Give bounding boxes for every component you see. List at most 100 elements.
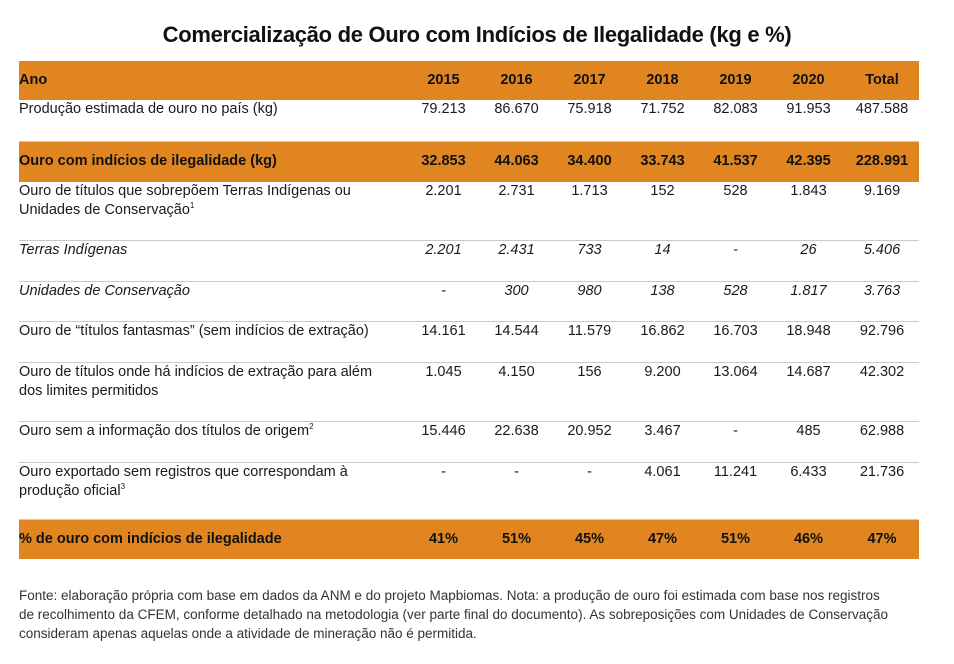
- row-label-line2: produção oficial: [19, 482, 121, 499]
- table-cell: -: [407, 281, 480, 322]
- table-cell: 15.446: [407, 421, 480, 463]
- table-cell: 51%: [699, 519, 772, 559]
- table-cell: 14.161: [407, 321, 480, 363]
- table-cell: 41%: [407, 519, 480, 559]
- table-cell: 4.150: [480, 362, 553, 422]
- header-cell-2016: 2016: [480, 61, 553, 100]
- table-cell: 42.395: [772, 141, 845, 182]
- table-row: Ouro sem a informação dos títulos de ori…: [19, 421, 919, 463]
- table-cell: 34.400: [553, 141, 626, 182]
- row-label: Terras Indígenas: [19, 240, 407, 282]
- row-label: Ouro de “títulos fantasmas” (sem indício…: [19, 321, 407, 363]
- row-label: Ouro de títulos onde há indícios de extr…: [19, 362, 407, 422]
- footnote-marker: 2: [309, 421, 314, 431]
- table-cell: -: [699, 240, 772, 282]
- table-row-sub: Terras Indígenas 2.201 2.431 733 14 - 26…: [19, 240, 919, 282]
- table-cell: -: [480, 462, 553, 520]
- table-cell: 980: [553, 281, 626, 322]
- table-cell: 11.241: [699, 462, 772, 520]
- footnote-marker: 1: [189, 201, 195, 211]
- row-label: Ouro de títulos que sobrepõem Terras Ind…: [19, 182, 407, 241]
- table-cell: 18.948: [772, 321, 845, 363]
- table-cell: 2.731: [480, 182, 553, 241]
- header-cell-2020: 2020: [772, 61, 845, 100]
- table-row: Ouro de “títulos fantasmas” (sem indício…: [19, 321, 919, 363]
- table-cell: 5.406: [845, 240, 919, 282]
- footnote-marker: 3: [120, 481, 126, 491]
- table-cell: 487.588: [845, 100, 919, 142]
- table-cell: 42.302: [845, 362, 919, 422]
- table-cell: 300: [480, 281, 553, 322]
- table-cell: 91.953: [772, 100, 845, 142]
- table-cell: 86.670: [480, 100, 553, 142]
- table-row: Ouro de títulos que sobrepõem Terras Ind…: [19, 182, 919, 241]
- table-cell: 152: [626, 182, 699, 241]
- row-label-line2: dos limites permitidos: [19, 382, 159, 399]
- header-cell-2017: 2017: [553, 61, 626, 100]
- table-cell: 138: [626, 281, 699, 322]
- table-cell: 82.083: [699, 100, 772, 142]
- table-cell: 156: [553, 362, 626, 422]
- table-cell: 1.045: [407, 362, 480, 422]
- table-cell: 2.431: [480, 240, 553, 282]
- table-cell: 20.952: [553, 421, 626, 463]
- table-cell: 33.743: [626, 141, 699, 182]
- table-cell: 485: [772, 421, 845, 463]
- table-row-highlight: % de ouro com indícios de ilegalidade 41…: [19, 519, 919, 559]
- row-label-line1: Ouro de títulos onde há indícios de extr…: [19, 363, 373, 380]
- header-row: Ano 2015 2016 2017 2018 2019 2020 Total: [19, 61, 919, 100]
- row-label: Ouro sem a informação dos títulos de ori…: [19, 421, 407, 463]
- table-cell: 22.638: [480, 421, 553, 463]
- table-cell: 9.169: [845, 182, 919, 241]
- table-cell: 6.433: [772, 462, 845, 520]
- table-cell: 71.752: [626, 100, 699, 142]
- table-cell: -: [553, 462, 626, 520]
- table-row-sub: Unidades de Conservação - 300 980 138 52…: [19, 281, 919, 322]
- table-cell: 16.703: [699, 321, 772, 363]
- row-label: Ouro exportado sem registros que corresp…: [19, 462, 407, 520]
- table-cell: 45%: [553, 519, 626, 559]
- table-cell: 3.467: [626, 421, 699, 463]
- table-cell: 14.544: [480, 321, 553, 363]
- table-cell: 2.201: [407, 182, 480, 241]
- header-cell-2019: 2019: [699, 61, 772, 100]
- table-cell: 44.063: [480, 141, 553, 182]
- row-label: Ouro com indícios de ilegalidade (kg): [19, 141, 407, 182]
- table-cell: 21.736: [845, 462, 919, 520]
- table-cell: 51%: [480, 519, 553, 559]
- table-cell: 11.579: [553, 321, 626, 363]
- table-cell: 46%: [772, 519, 845, 559]
- table-cell: 1.843: [772, 182, 845, 241]
- table-cell: 4.061: [626, 462, 699, 520]
- table-cell: 1.817: [772, 281, 845, 322]
- table-row: Produção estimada de ouro no país (kg) 7…: [19, 100, 919, 142]
- source-note-line: consideram apenas aquelas onde a ativida…: [19, 626, 477, 641]
- table-cell: 47%: [626, 519, 699, 559]
- gold-trade-table: Ano 2015 2016 2017 2018 2019 2020 Total …: [19, 61, 919, 559]
- table-cell: 14.687: [772, 362, 845, 422]
- source-note-line: Fonte: elaboração própria com base em da…: [19, 588, 880, 603]
- row-label: Produção estimada de ouro no país (kg): [19, 100, 407, 142]
- table-cell: 79.213: [407, 100, 480, 142]
- row-label: % de ouro com indícios de ilegalidade: [19, 519, 407, 559]
- table-cell: 733: [553, 240, 626, 282]
- table-cell: -: [699, 421, 772, 463]
- table-cell: 92.796: [845, 321, 919, 363]
- header-cell-2015: 2015: [407, 61, 480, 100]
- table-cell: 1.713: [553, 182, 626, 241]
- table-cell: 9.200: [626, 362, 699, 422]
- source-note: Fonte: elaboração própria com base em da…: [19, 586, 929, 643]
- table-cell: 62.988: [845, 421, 919, 463]
- table-row: Ouro de títulos onde há indícios de extr…: [19, 362, 919, 422]
- header-cell-year: Ano: [19, 61, 407, 100]
- table-title: Comercialização de Ouro com Indícios de …: [162, 22, 792, 47]
- table-cell: 16.862: [626, 321, 699, 363]
- table-cell: 3.763: [845, 281, 919, 322]
- row-label-line1: Ouro de títulos que sobrepõem Terras Ind…: [19, 183, 351, 199]
- header-cell-2018: 2018: [626, 61, 699, 100]
- table-cell: 47%: [845, 519, 919, 559]
- row-label-text: Ouro sem a informação dos títulos de ori…: [19, 422, 310, 439]
- table-cell: 26: [772, 240, 845, 282]
- row-label: Unidades de Conservação: [19, 281, 407, 322]
- table-cell: 2.201: [407, 240, 480, 282]
